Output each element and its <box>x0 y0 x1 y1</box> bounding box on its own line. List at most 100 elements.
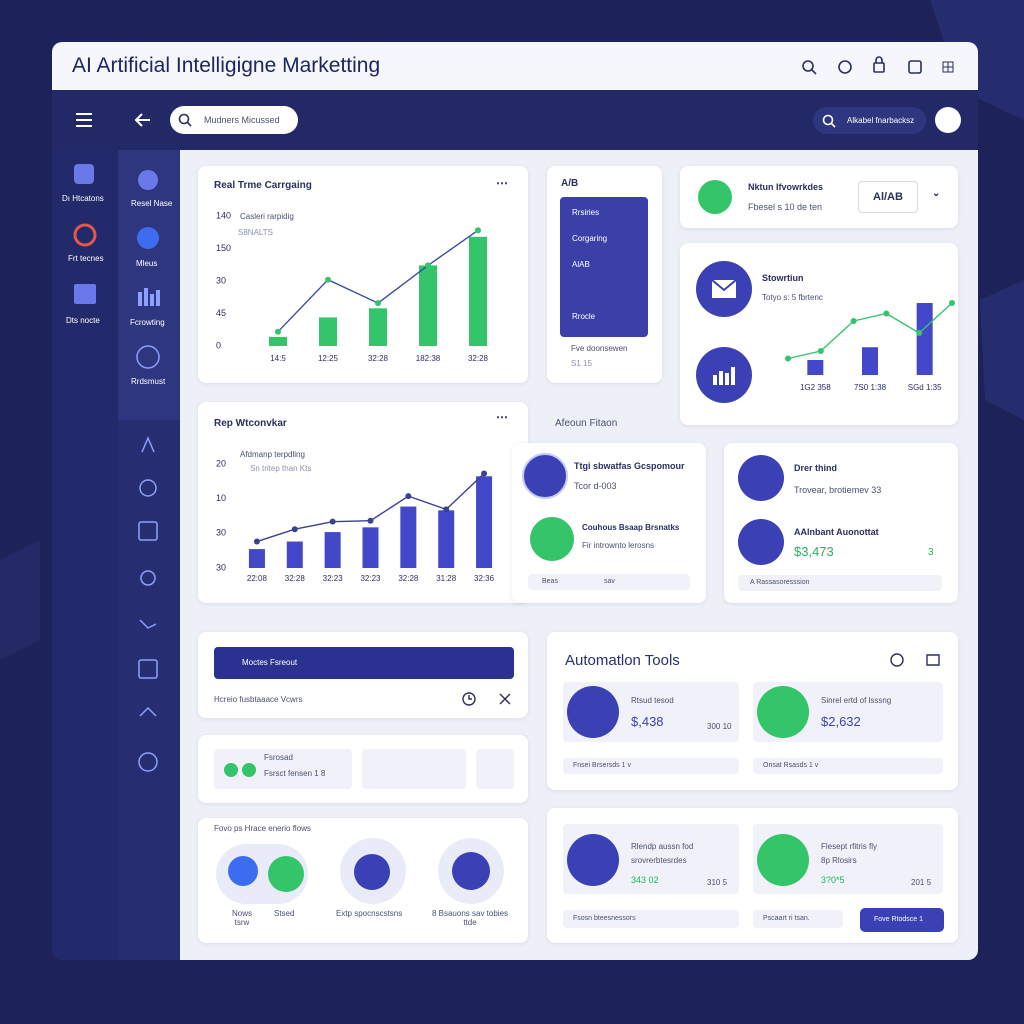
search-icon <box>178 113 192 127</box>
trend-point <box>785 355 791 362</box>
footer-text: A Rassasoresssion <box>750 579 810 586</box>
legend: Casleri rarpidig <box>240 212 294 221</box>
select-text: Onsat Rsasds 1 v <box>763 762 819 769</box>
sidebar-item[interactable]: Dts nocte <box>66 316 100 325</box>
footer-text: sav <box>604 578 615 585</box>
insight-title: AAlnbant Auonottat <box>794 527 879 537</box>
bar <box>916 303 933 375</box>
trend-point <box>291 526 298 533</box>
flow-label: 8 Bsauons sav tobies ttde <box>431 909 509 927</box>
ab-item[interactable]: AlAB <box>572 260 590 269</box>
legend: Afdmanp terpdling <box>240 450 305 459</box>
trend-point <box>375 300 381 307</box>
y-tick-label: 45 <box>216 308 226 318</box>
report-button[interactable]: Fove Rtodsce 1 <box>860 908 944 932</box>
report-select[interactable]: Fsosn bteesnessors <box>563 910 739 928</box>
bar <box>400 506 417 568</box>
subnav-item[interactable]: Fcrowting <box>130 318 165 327</box>
section-label: Afeoun Fitaon <box>555 418 618 429</box>
flow-label: Stsed <box>274 909 295 918</box>
report-icon <box>567 834 619 886</box>
campaign-icon <box>530 517 574 561</box>
trend-point <box>405 493 412 500</box>
trend-line <box>787 302 953 360</box>
insights-card: Drer thind Trovear, brotiemev 33 AAlnban… <box>724 443 958 603</box>
y-tick-label: 30 <box>216 562 226 572</box>
source-icon <box>224 763 238 777</box>
bar <box>248 549 265 568</box>
chart-card: Rep Wtconvkar ⋯ Afdmanp terpdling Sn tri… <box>198 402 528 603</box>
ab-item[interactable]: Corgaring <box>572 234 608 243</box>
menu-dots[interactable]: ⋯ <box>496 410 508 424</box>
profile-button[interactable] <box>935 107 961 133</box>
insight-text: Trovear, brotiemev 33 <box>794 485 882 495</box>
card-title: Stowrtiun <box>762 273 804 283</box>
insight-footer[interactable]: A Rassasoresssion <box>738 575 942 591</box>
filter-pill[interactable]: Alkabel fnarbacksz <box>813 107 926 134</box>
x-tick-label: 7S0 1:38 <box>854 383 887 392</box>
network-pill[interactable]: Al/AB <box>858 181 918 213</box>
flow-dot <box>228 856 258 886</box>
network-icon <box>698 180 732 214</box>
ab-item[interactable]: Rrsiries <box>572 208 600 217</box>
sidebar-item[interactable]: Dı Htcatons <box>62 194 104 203</box>
reports-card: Rlendp aussn fod srovrerbtesrdes 343 02 … <box>547 808 958 943</box>
tool-select[interactable]: Fnsei Brsersds 1 v <box>563 758 739 774</box>
y-tick-label: 20 <box>216 458 226 468</box>
report-title: Flesept rfitris fly <box>821 842 878 851</box>
glyph <box>713 367 735 385</box>
chart-card: Real Trme Carrgaing ⋯ Casleri rarpidig S… <box>198 166 528 383</box>
subnav-item[interactable]: Mleus <box>136 259 158 268</box>
flow-label: Extp spocnscstsns <box>336 909 403 918</box>
report-subtitle: 8p Rlosirs <box>821 856 857 865</box>
report-note: 201 5 <box>911 878 932 887</box>
bar <box>419 265 437 346</box>
source-icon <box>242 763 256 777</box>
report-value: 3?0*5 <box>821 875 845 885</box>
workflow-actions[interactable] <box>460 690 516 708</box>
flow-dot <box>354 854 390 890</box>
bar <box>269 336 287 346</box>
network-title: Nktun Ifvowrkdes <box>748 182 824 192</box>
trend-point <box>443 506 450 513</box>
trend-point <box>883 310 890 317</box>
tool-title: Sinrel ertd of lsssng <box>821 696 892 705</box>
search-box[interactable]: Mudners Micussed <box>170 106 298 134</box>
report-icon <box>757 834 809 886</box>
x-tick-label: 32:36 <box>474 574 495 583</box>
flows-card: Fovo ps Hrace enerio flows Nows tsrw Sts… <box>198 818 528 943</box>
subnav-item[interactable]: Resel Nase <box>131 199 173 208</box>
chevron[interactable]: ⌄ <box>932 188 941 199</box>
nav-icons[interactable] <box>70 108 160 134</box>
insight-icon <box>738 455 784 501</box>
menu-dots[interactable]: ⋯ <box>496 176 508 190</box>
trend-point <box>275 328 281 335</box>
source-box <box>476 749 514 789</box>
report-select[interactable]: Pscaart ri tsan. <box>753 910 843 928</box>
card-title: Real Trme Carrgaing <box>214 180 312 191</box>
legend: S8NALTS <box>238 228 273 237</box>
x-tick-label: 32:23 <box>360 574 381 583</box>
app-title: AI Artificial Intelligigne Marketting <box>72 54 381 77</box>
subnav-item[interactable]: Rrdsmust <box>131 377 166 386</box>
workflow-bar[interactable]: Moctes Fsreout <box>214 647 514 679</box>
search-text: Mudners Micussed <box>204 115 280 125</box>
glyph <box>711 279 737 298</box>
network-card: Nktun Ifvowrkdes Fbesel s 10 de ten Al/A… <box>680 166 958 228</box>
tool-select[interactable]: Onsat Rsasds 1 v <box>753 758 943 774</box>
trend-point <box>475 227 481 234</box>
x-tick-label: 32:28 <box>285 574 306 583</box>
card-actions[interactable] <box>887 652 943 668</box>
report-note: 310 5 <box>707 878 728 887</box>
stats-icon <box>696 347 752 403</box>
trend-point <box>325 276 331 283</box>
y-tick-label: 30 <box>216 528 226 538</box>
sidebar-item[interactable]: Frt tecnes <box>68 254 104 263</box>
ab-item[interactable]: Rrocle <box>572 312 596 321</box>
bar <box>286 541 303 568</box>
tool-icon <box>567 686 619 738</box>
x-tick-label: 31:28 <box>436 574 457 583</box>
tool-value: $2,632 <box>821 714 861 729</box>
